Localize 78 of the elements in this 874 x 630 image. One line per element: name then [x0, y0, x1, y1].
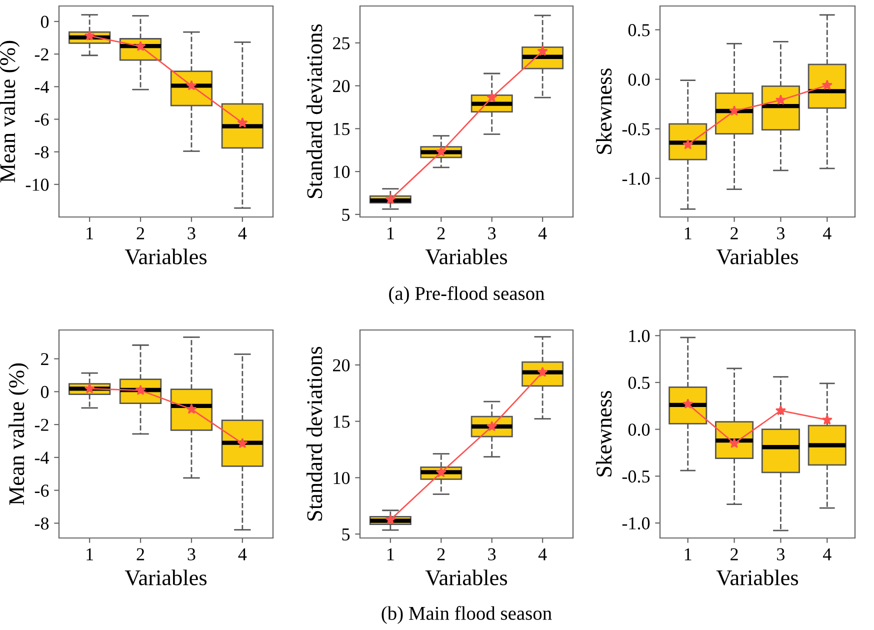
- x-tick-label: 4: [238, 548, 247, 560]
- point: [486, 92, 498, 102]
- x-axis-title: Variables: [425, 248, 508, 264]
- text: (a) Pre-flood season: [389, 286, 544, 304]
- point: [237, 438, 248, 448]
- x-axis-title: Variables: [425, 570, 508, 586]
- y-tick-label: 10: [334, 472, 350, 484]
- y-tick-label: -10: [26, 178, 49, 191]
- y-tick-label: -1.0: [622, 517, 650, 530]
- x-tick-label: 3: [488, 227, 496, 240]
- y-tick-label: -4: [34, 452, 49, 464]
- y-axis-title: Mean value (%): [8, 363, 29, 505]
- y-tick-label: -8: [34, 517, 49, 530]
- point: [385, 514, 396, 524]
- y-tick-label: 0.5: [628, 24, 650, 36]
- x-axis-title: Variables: [124, 248, 207, 264]
- y-axis-title: Skewness: [596, 390, 612, 476]
- x-tick-label: 1: [684, 227, 692, 240]
- x-tick-label: 3: [188, 548, 196, 560]
- y-tick-label: -2: [34, 48, 48, 60]
- point: [822, 80, 832, 90]
- x-tick-label: 2: [730, 227, 738, 240]
- x-tick-label: 2: [437, 548, 445, 560]
- y-tick-label: -1.0: [622, 172, 650, 185]
- x-tick-label: 4: [538, 548, 547, 560]
- y-tick-label: 0: [40, 16, 49, 28]
- x-tick-label: 3: [777, 548, 785, 560]
- y-tick-label: -4: [34, 81, 49, 93]
- y-tick-label: -6: [34, 484, 49, 497]
- x-axis-title: Variables: [124, 570, 207, 586]
- y-tick-label: 0.0: [628, 424, 650, 436]
- y-tick-label: 0.5: [628, 376, 650, 389]
- x-tick-label: 1: [86, 227, 93, 240]
- x-tick-label: 4: [238, 227, 247, 240]
- y-axis-title: Mean value (%): [0, 40, 20, 182]
- y-tick-label: 0: [40, 386, 49, 398]
- y-tick-label: 2: [41, 353, 48, 366]
- y-tick-label: 20: [333, 80, 350, 92]
- y-tick-label: -0.5: [622, 470, 650, 483]
- y-tick-label: 1.0: [629, 330, 650, 342]
- x-tick-label: 4: [822, 548, 832, 560]
- y-tick-label: 5: [342, 528, 350, 540]
- y-tick-label: 15: [334, 416, 350, 428]
- y-tick-label: -8: [34, 146, 49, 158]
- x-tick-label: 1: [388, 227, 394, 240]
- x-axis-title: Variables: [716, 248, 798, 264]
- y-tick-label: 10: [334, 166, 350, 178]
- point: [822, 414, 832, 425]
- point: [385, 194, 396, 204]
- y-tick-label: -2: [34, 418, 48, 431]
- y-tick-label: 15: [334, 123, 350, 136]
- x-axis-title: Variables: [716, 570, 798, 586]
- point: [775, 94, 786, 105]
- y-axis-title: Standard deviations: [306, 24, 322, 198]
- point: [237, 117, 248, 128]
- point: [775, 405, 786, 416]
- x-tick-label: 1: [684, 548, 692, 560]
- x-tick-label: 3: [188, 227, 196, 240]
- x-tick-label: 2: [437, 227, 445, 240]
- y-tick-label: -6: [34, 114, 49, 126]
- x-tick-label: 2: [136, 548, 144, 560]
- point: [537, 46, 548, 56]
- y-tick-label: 5: [342, 208, 350, 221]
- y-tick-label: 20: [333, 359, 350, 372]
- x-tick-label: 2: [136, 227, 144, 240]
- y-tick-label: 0.0: [628, 74, 650, 86]
- y-axis-title: Standard deviations: [306, 346, 322, 520]
- x-tick-label: 3: [777, 227, 785, 240]
- x-tick-label: 1: [86, 548, 93, 560]
- text: (b) Main flood season: [382, 606, 552, 624]
- x-tick-label: 2: [730, 548, 738, 560]
- x-tick-label: 4: [822, 227, 832, 240]
- x-tick-label: 4: [538, 227, 547, 240]
- x-tick-label: 1: [388, 548, 394, 560]
- y-tick-label: 25: [333, 37, 350, 50]
- y-axis-title: Skewness: [596, 68, 612, 154]
- y-tick-label: -0.5: [622, 123, 650, 136]
- x-tick-label: 3: [488, 548, 496, 560]
